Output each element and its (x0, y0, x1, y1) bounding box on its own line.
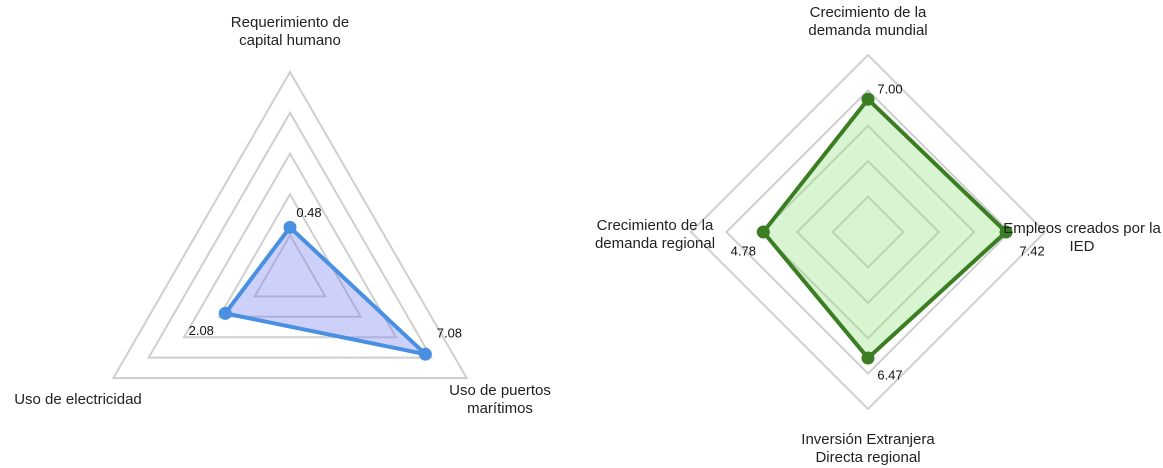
data-point (861, 351, 875, 365)
data-point (418, 347, 432, 361)
axis-label: Inversión Extranjera Directa regional (801, 431, 935, 466)
grid-ring (182, 151, 398, 339)
axis-label: Requerimiento de capital humano (230, 14, 350, 49)
data-point (999, 225, 1013, 239)
grid-ring (760, 124, 976, 340)
data-area (223, 225, 428, 357)
value-label: 2.08 (189, 323, 214, 338)
axis-label: Uso de electricidad (14, 391, 142, 408)
axis-label: Crecimiento de la demanda regional (594, 217, 716, 252)
data-point (756, 225, 770, 239)
value-label: 7.00 (877, 82, 902, 97)
axis-label: Uso de puertos marítimos (449, 382, 551, 417)
value-label: 0.48 (296, 205, 321, 220)
grid-ring (724, 88, 1012, 376)
axis-label: Empleos creados por la IED (1003, 220, 1161, 255)
grid-ring (146, 110, 434, 359)
value-label: 6.47 (877, 367, 902, 382)
data-point (218, 306, 232, 320)
axis-label: Crecimiento de la demanda mundial (808, 4, 928, 39)
grid-ring (689, 53, 1047, 411)
grid-ring (217, 192, 363, 318)
data-point (283, 220, 297, 234)
data-point (861, 92, 875, 106)
value-label: 7.42 (1019, 243, 1044, 258)
grid-ring (111, 70, 469, 379)
value-label: 7.08 (437, 326, 462, 341)
value-label: 4.78 (731, 243, 756, 258)
data-area (761, 97, 1009, 361)
grid-ring (252, 233, 328, 298)
grid-ring (831, 195, 905, 269)
grid-ring (795, 159, 941, 305)
